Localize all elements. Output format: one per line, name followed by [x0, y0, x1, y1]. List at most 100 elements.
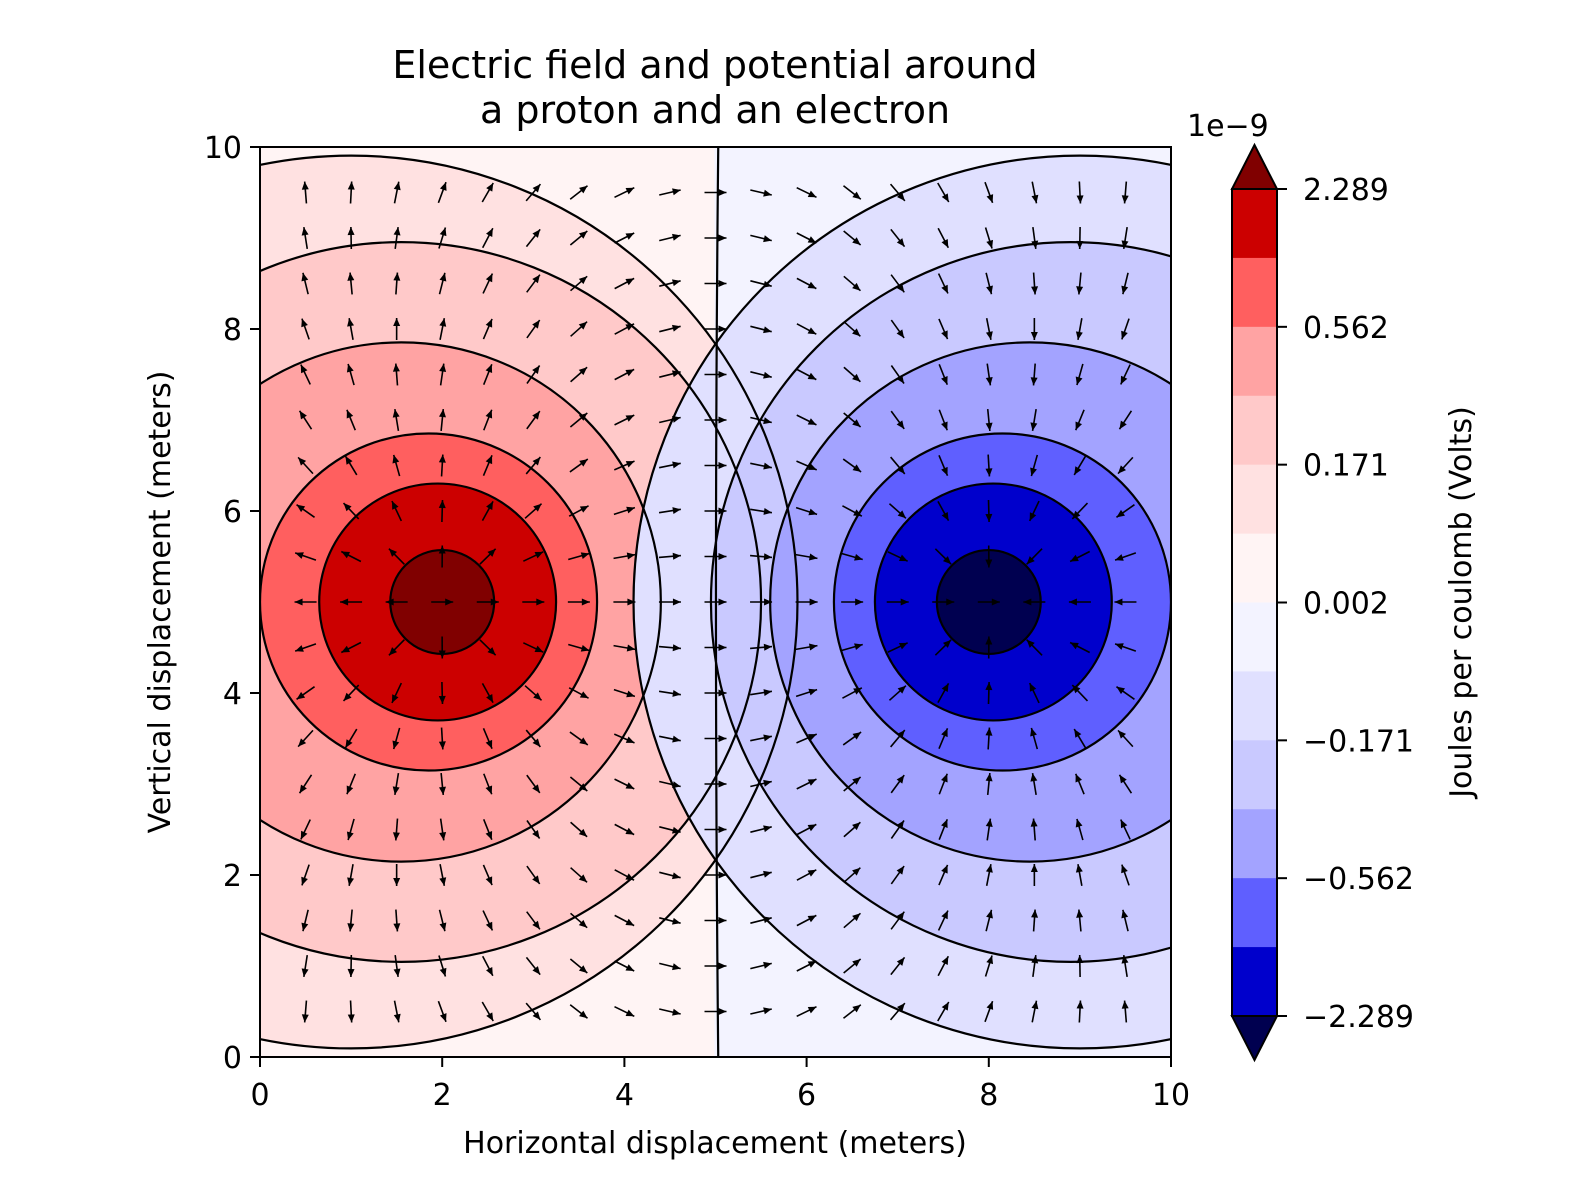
field-arrow — [1118, 410, 1133, 430]
field-arrow — [613, 644, 636, 652]
field-arrow — [1031, 1000, 1039, 1023]
field-arrow — [843, 776, 862, 792]
field-arrow — [1075, 363, 1084, 386]
field-arrow — [984, 181, 994, 204]
field-arrow — [482, 455, 493, 476]
field-arrow — [438, 955, 447, 977]
field-arrow — [483, 773, 493, 795]
field-arrow — [614, 277, 635, 290]
field-arrow — [1030, 454, 1039, 477]
field-arrow — [479, 548, 497, 565]
field-arrow — [890, 774, 905, 794]
field-arrow — [796, 733, 818, 744]
x-tick-label: 6 — [797, 1078, 816, 1113]
field-arrow — [843, 958, 862, 974]
field-arrow — [985, 636, 993, 659]
field-arrow — [1121, 227, 1129, 249]
field-arrow — [704, 871, 727, 879]
field-arrow — [614, 1005, 635, 1018]
field-arrow — [393, 954, 401, 978]
field-arrow — [750, 870, 772, 879]
field-arrow — [796, 368, 817, 381]
field-arrow — [525, 456, 541, 475]
field-arrow — [659, 917, 681, 925]
field-arrow — [340, 550, 362, 563]
field-arrow — [525, 228, 541, 248]
field-arrow — [437, 1000, 447, 1023]
field-arrow — [393, 317, 401, 341]
field-arrow — [393, 863, 401, 887]
field-arrow — [613, 598, 636, 606]
field-arrow — [438, 636, 446, 659]
colorbar-tick-label: 0.562 — [1303, 311, 1389, 346]
field-arrow — [704, 962, 727, 970]
field-arrow — [525, 1002, 542, 1021]
field-arrow — [659, 780, 681, 789]
field-arrow — [750, 462, 772, 470]
y-tick-label: 6 — [223, 495, 242, 530]
field-arrow — [1075, 318, 1083, 340]
field-arrow — [296, 504, 315, 518]
field-arrow — [526, 865, 541, 885]
field-arrow — [1030, 317, 1038, 341]
field-arrow — [985, 408, 993, 432]
field-arrow — [750, 825, 772, 833]
field-arrow — [937, 1001, 950, 1022]
field-arrow — [614, 414, 635, 426]
colorbar-band — [1232, 395, 1277, 466]
field-arrow — [1031, 181, 1039, 204]
field-arrow — [659, 871, 681, 880]
field-arrow — [658, 507, 681, 515]
field-arrow — [393, 272, 401, 295]
field-arrow — [437, 181, 447, 204]
field-arrow — [796, 232, 817, 244]
field-arrow — [439, 864, 447, 886]
field-arrow — [525, 956, 541, 976]
field-arrow — [476, 598, 499, 606]
field-arrow — [300, 819, 311, 840]
colorbar-band — [1232, 189, 1277, 259]
field-arrow — [614, 232, 635, 244]
field-arrow — [937, 682, 950, 704]
field-arrow — [937, 500, 950, 522]
field-arrow — [704, 416, 727, 424]
field-arrow — [524, 503, 543, 519]
field-arrow — [301, 955, 309, 977]
field-arrow — [841, 598, 864, 606]
field-arrow — [522, 598, 545, 606]
field-arrow — [614, 323, 635, 335]
field-arrow — [842, 458, 862, 473]
field-arrow — [1026, 639, 1043, 656]
field-arrow — [750, 689, 773, 697]
field-arrow — [934, 639, 952, 656]
colorbar-band — [1232, 809, 1277, 879]
field-arrow — [890, 274, 905, 293]
field-arrow — [614, 368, 635, 381]
field-arrow — [347, 1000, 355, 1023]
field-arrow — [526, 774, 541, 794]
field-arrow — [985, 818, 993, 841]
field-arrow — [391, 500, 403, 522]
field-arrow — [439, 818, 447, 841]
colorbar-band — [1232, 533, 1277, 603]
field-arrow — [569, 1004, 589, 1019]
field-arrow — [1121, 181, 1129, 204]
field-arrow — [796, 960, 817, 972]
colorbar-tick-label: −2.289 — [1303, 1000, 1414, 1035]
field-arrow — [704, 780, 727, 788]
field-arrow — [568, 552, 590, 561]
field-arrow — [438, 545, 446, 568]
x-tick-label: 8 — [979, 1078, 998, 1113]
field-arrow — [796, 823, 817, 836]
chart-title-line1: Electric field and potential around — [392, 43, 1037, 87]
field-arrow — [481, 182, 494, 203]
field-arrow — [704, 280, 727, 287]
field-arrow — [1114, 552, 1137, 561]
field-arrow — [1120, 364, 1131, 385]
field-arrow — [438, 499, 446, 523]
field-arrow — [301, 909, 309, 932]
field-arrow — [526, 274, 541, 293]
field-arrow — [438, 272, 447, 295]
field-arrow — [985, 454, 993, 477]
